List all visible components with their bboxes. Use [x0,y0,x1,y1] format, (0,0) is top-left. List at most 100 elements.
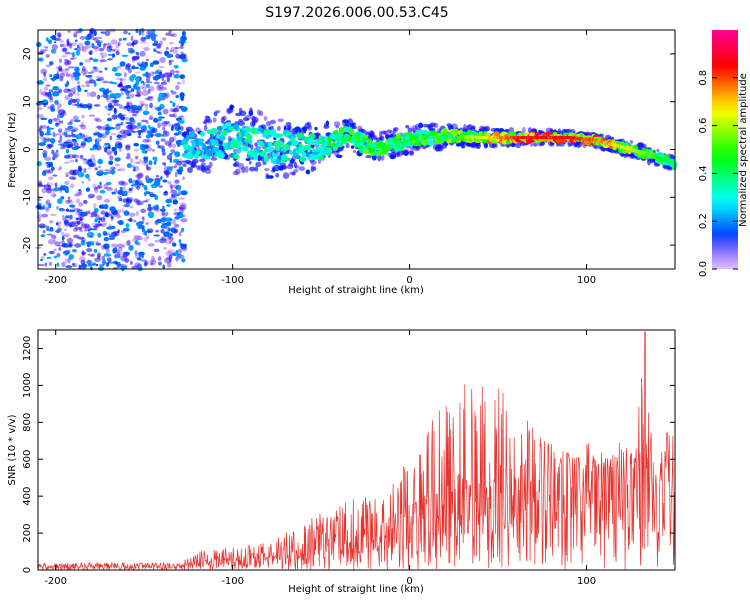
heatmap-noise-blob [87,71,93,74]
heatmap-noise-blob [61,235,65,241]
heatmap-noise-blob [157,256,162,261]
snr-frame [37,329,676,571]
heatmap-halo-blob [416,144,421,151]
heatmap-noise-blob [154,133,162,138]
heatmap-noise-blob [114,143,119,149]
heatmap-noise-blob [78,189,82,196]
snr-series-line [37,331,675,572]
heatmap-noise-blob [85,187,91,192]
heatmap-noise-blob [72,169,79,176]
heatmap-noise-blob [164,239,172,245]
heatmap-noise-blob [139,147,147,150]
heatmap-noise-blob [58,128,63,134]
heatmap-noise-blob [140,119,148,123]
heatmap-noise-blob [50,107,56,112]
heatmap-noise-blob [64,223,70,227]
heatmap-core-blob [672,162,677,166]
heatmap-noise-blob [100,31,106,34]
heatmap-noise-blob [89,162,97,168]
heatmap-ridge-blob [269,146,274,151]
heatmap-halo-blob [484,125,491,132]
heatmap-noise-blob [93,117,100,122]
heatmap-noise-blob [46,91,52,97]
heatmap-noise-blob [41,90,48,96]
heatmap-noise-blob [125,146,131,151]
heatmap-noise-blob [140,80,145,84]
heatmap-halo-blob [317,159,322,164]
heatmap-noise-blob [126,96,130,100]
heatmap-halo-blob [629,140,634,144]
heatmap-noise-blob [102,215,106,221]
heatmap-halo-blob [418,122,424,129]
heatmap-noise-blob [167,249,176,255]
heatmap-noise-blob [114,72,122,77]
heatmap-noise-blob [141,149,146,154]
heatmap-noise-blob [135,86,141,91]
heatmap-noise-blob [79,211,87,217]
heatmap-noise-blob [152,156,156,161]
heatmap-noise-blob [71,138,77,142]
heatmap-noise-blob [155,108,161,111]
heatmap-halo-blob [242,117,250,122]
heatmap-noise-blob [52,174,58,177]
heatmap-noise-blob [141,160,147,165]
heatmap-halo-blob [244,114,251,121]
heatmap-noise-blob [172,242,177,247]
heatmap-noise-blob [70,77,74,81]
heatmap-noise-blob [106,146,112,149]
heatmap-noise-blob [83,168,87,173]
heatmap-noise-blob [119,104,123,109]
heatmap-noise-blob [67,257,71,264]
heatmap-noise-blob [69,57,75,60]
heatmap-ridge-blob [241,145,249,152]
heatmap-noise-blob [162,108,169,115]
heatmap-noise-blob [123,251,131,256]
heatmap-noise-blob [53,237,57,242]
heatmap-noise-blob [94,225,98,231]
heatmap-noise-blob [93,132,98,136]
heatmap-noise-blob [134,240,139,245]
heatmap-ridge-blob [478,131,483,136]
heatmap-halo-blob [222,115,227,121]
heatmap-noise-blob [124,257,130,263]
heatmap-noise-blob [39,258,44,262]
heatmap-noise-blob [127,218,134,222]
heatmap-noise-blob [182,176,185,181]
heatmap-noise-blob [153,180,161,187]
heatmap-noise-blob [114,188,118,193]
heatmap-noise-blob [72,115,79,121]
heatmap-x-tick-label: -100 [221,275,244,286]
heatmap-ridge-blob [246,134,253,141]
heatmap-noise-blob [140,125,146,130]
heatmap-noise-blob [35,41,42,48]
heatmap-noise-blob [113,103,120,107]
heatmap-noise-blob [50,192,56,198]
heatmap-noise-blob [166,166,173,171]
heatmap-noise-blob [81,263,86,268]
heatmap-noise-blob [173,208,178,212]
heatmap-halo-blob [190,164,198,168]
heatmap-noise-blob [72,86,79,90]
heatmap-noise-blob [64,215,71,218]
heatmap-ridge-blob [427,139,435,146]
heatmap-noise-blob [135,185,141,190]
heatmap-ridge-blob [205,145,214,150]
heatmap-noise-blob [46,227,50,231]
heatmap-noise-blob [122,244,126,248]
heatmap-ridge-blob [398,146,403,152]
heatmap-noise-blob [92,158,96,165]
heatmap-noise-blob [159,86,168,91]
heatmap-noise-blob [147,178,154,183]
heatmap-noise-blob [52,91,60,97]
heatmap-noise-blob [99,60,103,64]
heatmap-noise-blob [152,76,157,81]
heatmap-noise-blob [170,91,177,95]
heatmap-noise-blob [120,115,126,120]
heatmap-ridge-blob [306,144,312,151]
heatmap-noise-blob [135,210,139,217]
heatmap-noise-blob [93,203,97,209]
heatmap-noise-blob [104,30,111,37]
colorbar-label: Normalized spectral amplitude [738,73,749,227]
heatmap-noise-blob [158,84,164,90]
